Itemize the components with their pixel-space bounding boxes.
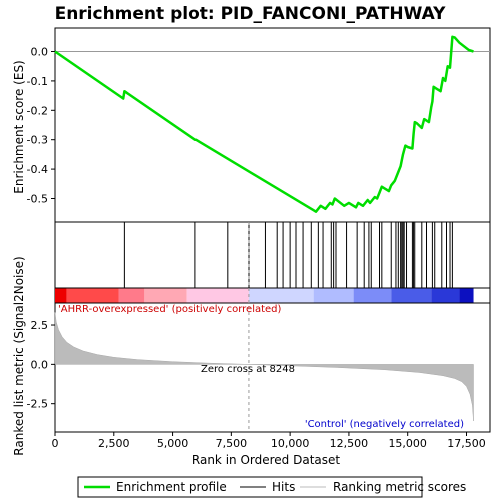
legend-label: Hits: [272, 480, 295, 494]
x-tick-label: 2,500: [98, 437, 130, 450]
colorbar-segment: [118, 288, 145, 303]
es-ytick-label: -0.4: [27, 163, 48, 176]
es-ytick-label: -0.3: [27, 134, 48, 147]
colorbar-segment: [459, 288, 474, 303]
positive-annotation: 'AHRR-overexpressed' (positively correla…: [58, 304, 282, 315]
es-panel: 0.0 -0.1 -0.2 -0.3 -0.4 -0.5: [27, 27, 491, 223]
es-axis-label: Enrichment score (ES): [12, 60, 26, 193]
colorbar-segment: [431, 288, 460, 303]
x-tick-label: 5,000: [157, 437, 189, 450]
colorbar-segment: [144, 288, 187, 303]
metric-ytick-label: -2.5: [27, 398, 48, 411]
colorbar-segment: [55, 288, 67, 303]
legend-label: Enrichment profile: [116, 480, 227, 494]
metric-ytick-label: 2.5: [31, 319, 49, 332]
es-ytick-label: -0.1: [27, 75, 48, 88]
colorbar-segment: [66, 288, 119, 303]
x-axis-label: Rank in Ordered Dataset: [192, 453, 340, 467]
ranking-metric-area: [54, 312, 474, 422]
zero-cross-label: Zero cross at 8248: [201, 364, 295, 375]
x-tick-label: 17,500: [447, 437, 486, 450]
x-tick-label: 10,000: [271, 437, 310, 450]
legend-label: Ranking metric scores: [333, 480, 466, 494]
negative-annotation: 'Control' (negatively correlated): [305, 419, 464, 430]
metric-axis-label: Ranked list metric (Signal2Noise): [12, 256, 26, 455]
es-ytick-label: 0.0: [31, 46, 49, 59]
colorbar-segment: [186, 288, 249, 303]
colorbar-segment: [391, 288, 432, 303]
metric-ytick-label: 0.0: [31, 358, 49, 371]
x-tick-label: 7,500: [216, 437, 248, 450]
x-tick-label: 0: [52, 437, 59, 450]
legend: Enrichment profile Hits Ranking metric sco…: [77, 476, 466, 498]
colorbar-segment: [353, 288, 392, 303]
x-tick-label: 12,500: [330, 437, 369, 450]
colorbar-segment: [313, 288, 354, 303]
enrichment-profile-line: [54, 35, 474, 213]
hits-frame: [54, 221, 491, 289]
rank-colorbar: [54, 287, 491, 304]
chart-title: Enrichment plot: PID_FANCONI_PATHWAY: [55, 4, 447, 24]
hits-panel: [54, 221, 491, 289]
es-ytick-label: -0.5: [27, 192, 48, 205]
metric-panel: 2.5 0.0 -2.5 0 2,500 5,000 7,500 10,000 12,500 15…: [27, 222, 491, 450]
es-ytick-label: -0.2: [27, 104, 48, 117]
es-frame: [54, 27, 491, 223]
x-tick-label: 15,000: [388, 437, 427, 450]
colorbar-segment: [248, 288, 314, 303]
